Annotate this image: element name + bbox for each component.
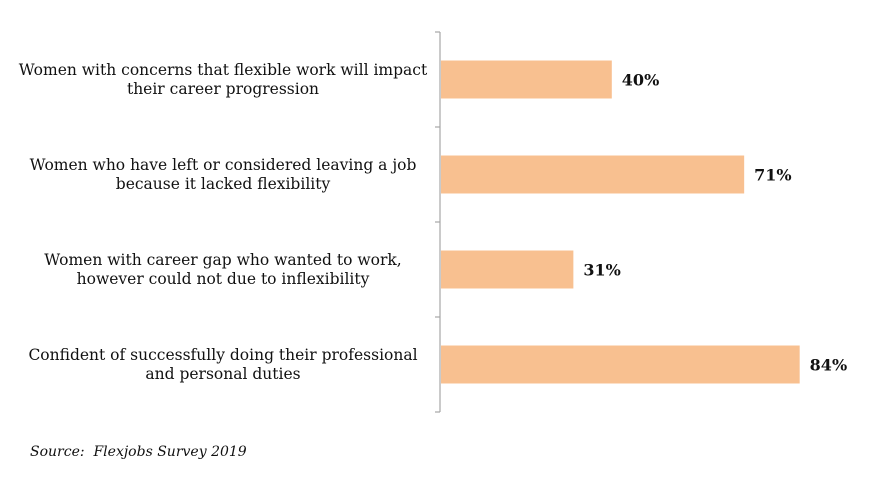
category-labels-group: Women with concerns that flexible work w… <box>19 61 428 383</box>
category-label-line: their career progression <box>127 80 319 98</box>
category-axis-ticks <box>435 31 440 413</box>
bar-value-label: 71% <box>754 166 791 185</box>
value-labels-group: 40% 71% 31% 84% <box>583 71 847 375</box>
category-label-line: Women who have left or considered leavin… <box>30 156 417 174</box>
bar <box>441 155 745 194</box>
category-label: Confident of successfully doing their pr… <box>28 346 417 383</box>
bar <box>441 60 612 99</box>
category-label-line: however could not due to inflexibility <box>77 270 370 288</box>
category-label-line: Women with career gap who wanted to work… <box>44 251 401 269</box>
bar <box>441 345 800 384</box>
category-label-line: and personal duties <box>145 365 300 383</box>
category-label-line: Confident of successfully doing their pr… <box>28 346 417 364</box>
category-label-line: Women with concerns that flexible work w… <box>19 61 428 79</box>
bars-group <box>441 60 800 384</box>
bar-value-label: 40% <box>622 71 659 90</box>
bar <box>441 250 574 289</box>
category-label: Women with career gap who wanted to work… <box>44 251 401 288</box>
chart-source-note: Source: Flexjobs Survey 2019 <box>30 444 247 460</box>
category-label: Women who have left or considered leavin… <box>30 156 417 193</box>
category-label-line: because it lacked flexibility <box>116 175 331 193</box>
category-label: Women with concerns that flexible work w… <box>19 61 428 98</box>
bar-value-label: 84% <box>810 356 847 375</box>
bar-value-label: 31% <box>583 261 620 280</box>
